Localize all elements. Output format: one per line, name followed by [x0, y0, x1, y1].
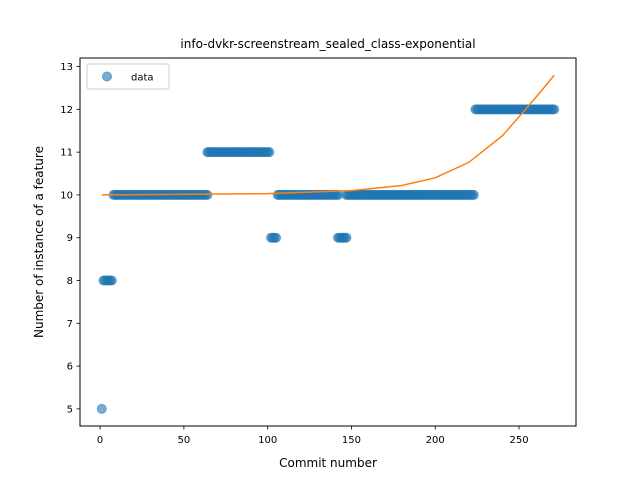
y-tick-label: 13: [60, 62, 73, 73]
x-axis-title: Commit number: [279, 456, 377, 470]
y-tick-label: 5: [67, 404, 73, 415]
data-point: [468, 189, 479, 200]
y-tick-label: 8: [67, 276, 73, 287]
y-axis: 5 6 7 8 9 10 11 12 13: [60, 62, 80, 415]
data-point: [341, 232, 352, 243]
y-axis-title: Number of instance of a feature: [32, 146, 46, 338]
plot-area: [96, 74, 560, 414]
data-point: [96, 403, 107, 414]
y-tick-label: 6: [67, 362, 73, 373]
legend-box: [86, 63, 170, 90]
fit-line: [101, 74, 555, 196]
y-tick-label: 9: [67, 233, 73, 244]
data-point: [549, 104, 560, 115]
data-point: [202, 189, 213, 200]
x-tick-label: 100: [258, 435, 277, 446]
x-tick-label: 200: [426, 435, 445, 446]
legend-marker-data: [102, 71, 112, 82]
y-tick-label: 7: [67, 319, 73, 330]
legend: data: [86, 63, 170, 90]
y-tick-label: 11: [60, 148, 73, 159]
chart-title: info-dvkr-screenstream_sealed_class-expo…: [180, 37, 475, 51]
data-point: [264, 147, 275, 158]
data-point: [271, 232, 282, 243]
y-tick-label: 12: [60, 105, 73, 116]
x-tick-label: 250: [509, 435, 528, 446]
x-tick-label: 150: [342, 435, 361, 446]
x-tick-label: 0: [97, 435, 103, 446]
x-tick-label: 50: [178, 435, 191, 446]
legend-label-data: data: [131, 73, 154, 84]
y-tick-label: 10: [60, 190, 73, 201]
x-axis: 0 50 100 150 200 250: [97, 426, 529, 446]
axes-frame: [79, 57, 577, 427]
data-point: [106, 275, 117, 286]
